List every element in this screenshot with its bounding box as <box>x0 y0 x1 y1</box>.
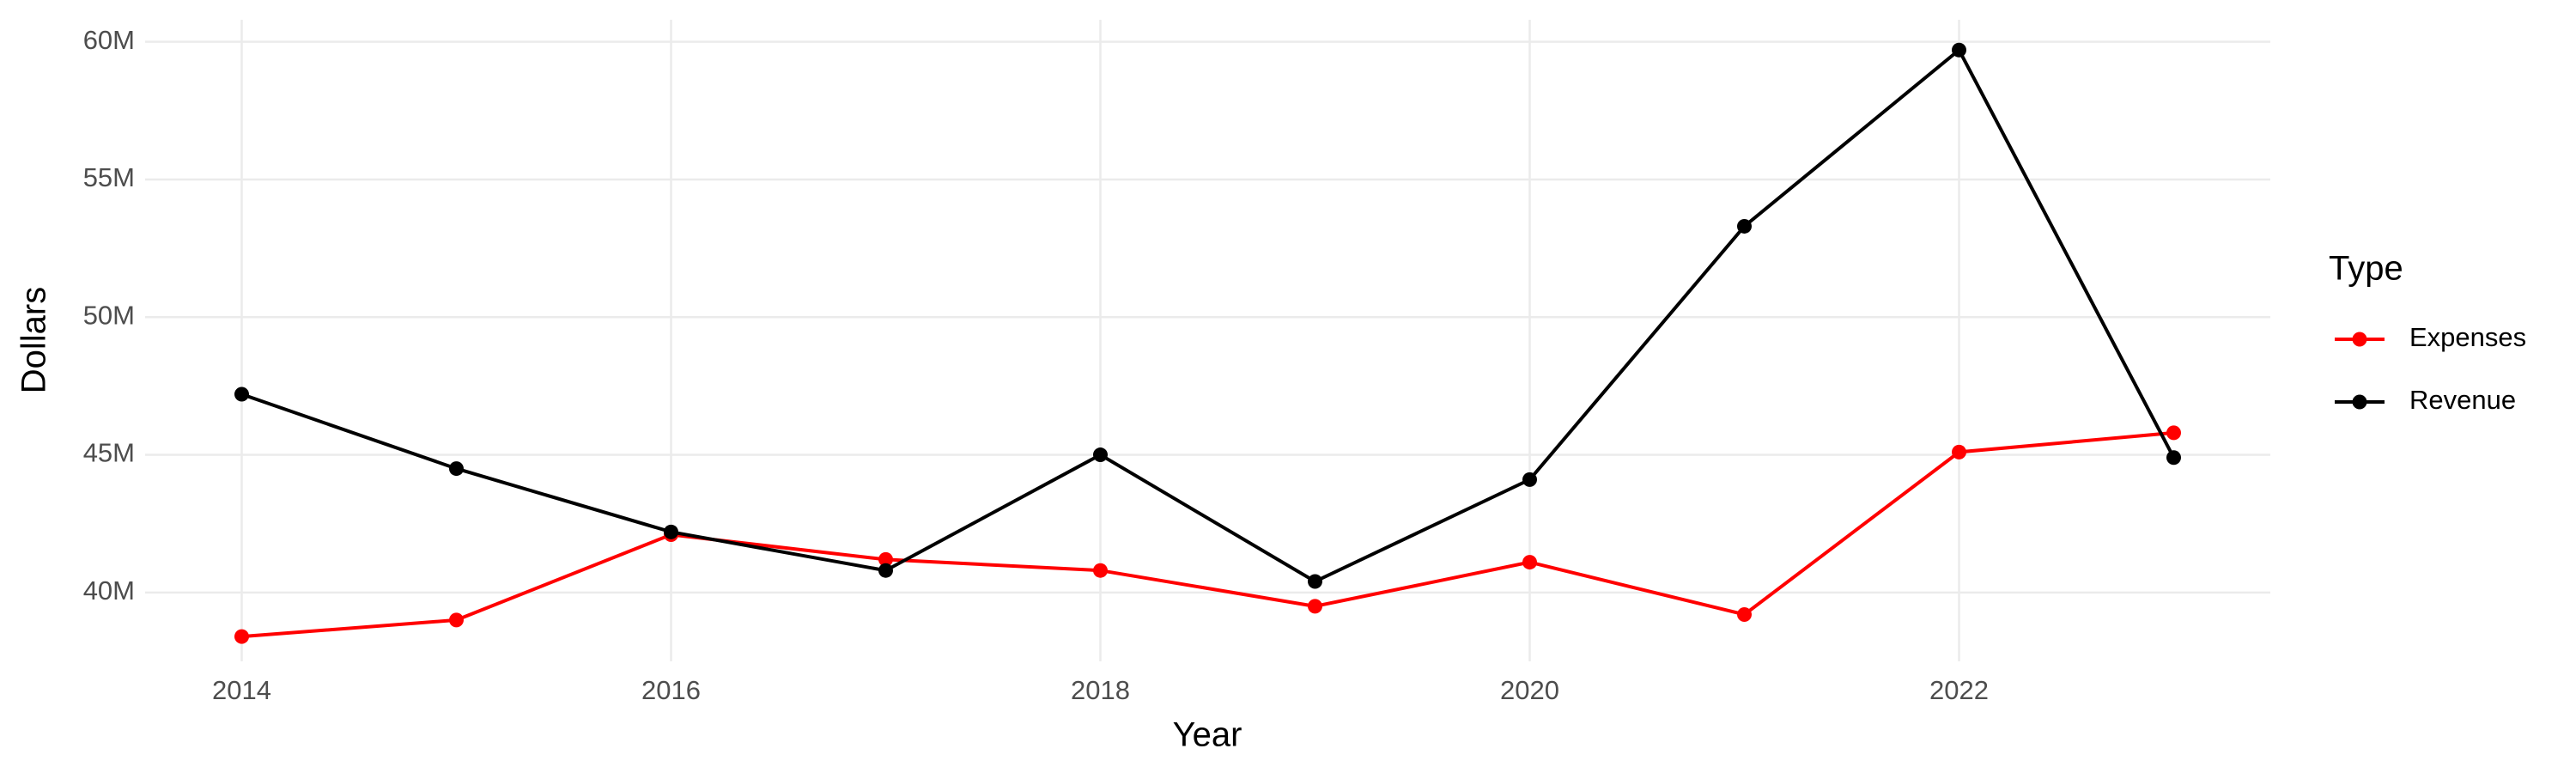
x-tick-label: 2018 <box>1071 675 1130 705</box>
x-tick-label: 2014 <box>212 675 271 705</box>
legend-swatch-point <box>2352 394 2367 410</box>
point <box>2166 450 2181 466</box>
point <box>664 524 678 539</box>
point <box>878 551 893 567</box>
y-axis-title: Dollars <box>15 287 53 393</box>
x-tick-label: 2020 <box>1500 675 1559 705</box>
point <box>1093 447 1108 463</box>
y-tick-label: 45M <box>83 438 135 468</box>
point <box>234 629 249 644</box>
legend-label: Expenses <box>2409 322 2526 352</box>
point <box>1522 555 1537 570</box>
point <box>1308 599 1322 614</box>
point <box>1737 606 1752 622</box>
point <box>1952 42 1966 58</box>
x-tick-label: 2016 <box>641 675 701 705</box>
legend-swatch-point <box>2352 332 2367 347</box>
point <box>1522 472 1537 487</box>
x-tick-label: 2022 <box>1929 675 1989 705</box>
legend-title: Type <box>2329 250 2403 288</box>
series-line <box>241 430 2174 639</box>
y-tick-label: 50M <box>83 300 135 330</box>
point <box>234 386 249 402</box>
x-axis-title: Year <box>1173 716 1242 754</box>
point <box>1952 444 1966 460</box>
point <box>449 461 464 477</box>
y-tick-label: 55M <box>83 162 135 192</box>
point <box>1308 574 1322 589</box>
point <box>449 612 464 628</box>
point <box>878 563 893 578</box>
y-tick-label: 60M <box>83 25 135 55</box>
point <box>2166 425 2181 441</box>
series-line <box>240 47 2176 584</box>
point <box>1737 218 1752 234</box>
point <box>1093 563 1108 578</box>
y-tick-label: 40M <box>83 575 135 606</box>
legend-label: Revenue <box>2409 385 2516 415</box>
